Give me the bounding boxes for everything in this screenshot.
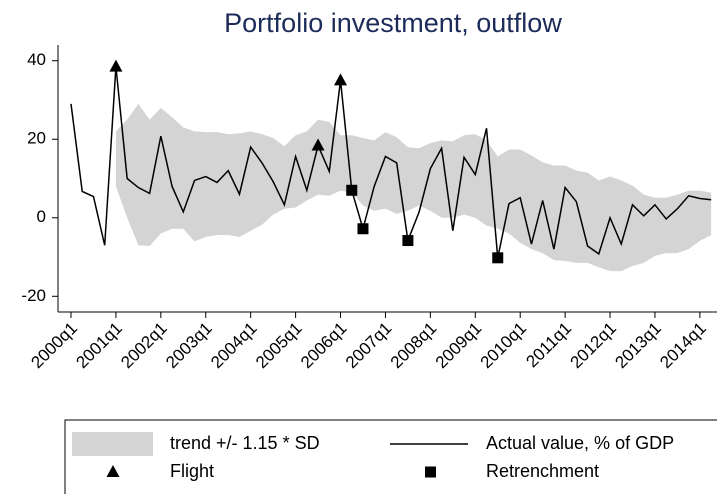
- x-tick-label: 2008q1: [387, 319, 441, 373]
- chart-title: Portfolio investment, outflow: [224, 8, 562, 38]
- x-tick-label: 2000q1: [27, 319, 81, 373]
- legend-box: [64, 419, 717, 494]
- x-tick-label: 2012q1: [566, 319, 620, 373]
- legend-swatch: [106, 465, 120, 477]
- x-tick-label: 2003q1: [162, 319, 216, 373]
- flight-marker: [109, 59, 123, 72]
- retrenchment-marker: [357, 223, 369, 235]
- x-tick-label: 2009q1: [432, 319, 486, 373]
- x-tick-label: 2002q1: [117, 319, 171, 373]
- y-tick-label: 0: [37, 207, 46, 226]
- flight-marker: [311, 138, 325, 151]
- x-tick-label: 2014q1: [656, 319, 710, 373]
- x-tick-label: 2004q1: [207, 319, 261, 373]
- x-tick-label: 2007q1: [342, 319, 396, 373]
- x-tick-label: 2006q1: [297, 319, 351, 373]
- retrenchment-marker: [492, 252, 504, 264]
- y-tick-label: -20: [21, 286, 46, 305]
- y-tick-label: 40: [27, 50, 46, 69]
- sd-band: [115, 103, 712, 272]
- legend-label: Actual value, % of GDP: [486, 433, 674, 453]
- legend-label: Retrenchment: [486, 461, 599, 481]
- x-tick-label: 2010q1: [477, 319, 531, 373]
- retrenchment-marker: [402, 235, 414, 247]
- y-tick-label: 20: [27, 129, 46, 148]
- legend-label: trend +/- 1.15 * SD: [170, 433, 320, 453]
- legend-label: Flight: [170, 461, 214, 481]
- actual-line: [70, 66, 712, 258]
- flight-marker: [334, 73, 348, 86]
- legend-swatch: [425, 466, 436, 478]
- x-tick-label: 2013q1: [611, 319, 665, 373]
- x-tick-label: 2011q1: [522, 319, 575, 372]
- x-tick-label: 2001q1: [72, 319, 126, 373]
- legend-swatch: [72, 432, 153, 456]
- retrenchment-marker: [346, 184, 358, 196]
- x-tick-label: 2005q1: [252, 319, 306, 373]
